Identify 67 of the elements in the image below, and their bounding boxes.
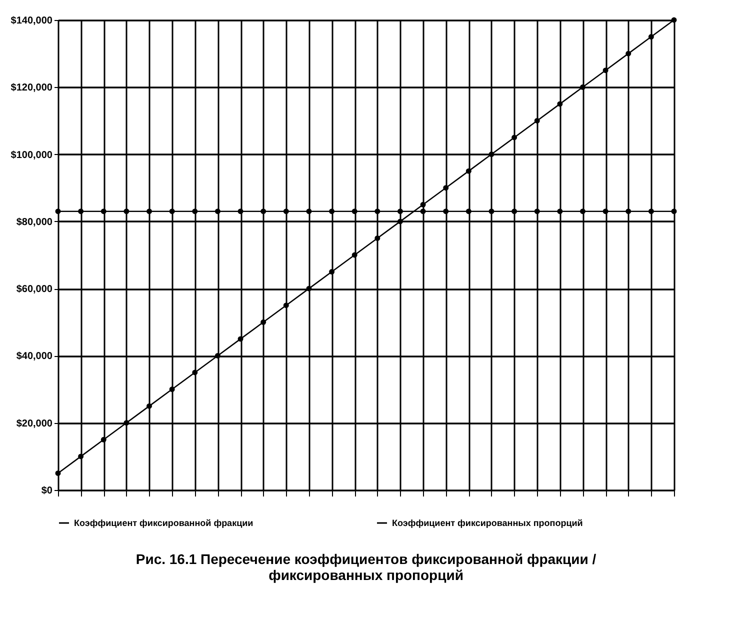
point [283, 208, 289, 214]
point [306, 208, 312, 214]
point [78, 454, 84, 460]
point [306, 286, 312, 292]
point [146, 208, 152, 214]
y-tick-label: $120,000 [10, 82, 53, 94]
point [488, 152, 494, 158]
text: Рис. 16.1 Пересечение коэффициентов фиксированной фракции / фиксированных пропорций [136, 551, 596, 583]
point [192, 208, 198, 214]
point [214, 352, 220, 358]
legend-label: Коэффициент фиксированных пропорций [392, 518, 583, 528]
point [488, 208, 494, 214]
point [146, 403, 152, 409]
point [374, 208, 380, 214]
point [283, 302, 289, 308]
point [557, 101, 563, 107]
y-tick-label: $60,000 [16, 284, 53, 296]
point [580, 84, 586, 90]
point [443, 208, 449, 214]
y-tick-label: $100,000 [10, 150, 53, 161]
point [671, 17, 677, 23]
point [466, 168, 472, 174]
point [397, 218, 403, 224]
point [55, 470, 61, 476]
point [100, 208, 106, 214]
point [648, 34, 654, 40]
point [512, 134, 518, 140]
point [329, 208, 335, 214]
point [55, 208, 61, 214]
point [420, 202, 426, 208]
point [580, 208, 586, 214]
point [100, 436, 106, 442]
point [374, 235, 380, 241]
point [626, 50, 632, 56]
point [260, 319, 266, 325]
point [671, 208, 677, 214]
point [192, 370, 198, 376]
legend-label: Коэффициент фиксированной фракции [74, 518, 254, 528]
point [238, 208, 244, 214]
point [557, 208, 563, 214]
point [512, 208, 518, 214]
point [534, 118, 540, 124]
point [466, 208, 472, 214]
point [169, 208, 175, 214]
point [214, 208, 220, 214]
point [648, 208, 654, 214]
point [352, 208, 358, 214]
point [169, 386, 175, 392]
point [602, 68, 608, 74]
point [329, 269, 335, 275]
y-tick-label: $140,000 [10, 16, 53, 26]
y-tick-label: $80,000 [16, 216, 53, 228]
point [420, 208, 426, 214]
point [626, 208, 632, 214]
y-tick-label: $20,000 [16, 418, 53, 430]
y-tick-label: $0 [41, 486, 53, 496]
point [397, 208, 403, 214]
point [352, 252, 358, 258]
y-tick-label: $40,000 [16, 351, 53, 362]
point [260, 208, 266, 214]
point [124, 208, 130, 214]
point [238, 336, 244, 342]
point [124, 420, 130, 426]
point [602, 208, 608, 214]
point [534, 208, 540, 214]
point [443, 185, 449, 191]
point [78, 208, 84, 214]
